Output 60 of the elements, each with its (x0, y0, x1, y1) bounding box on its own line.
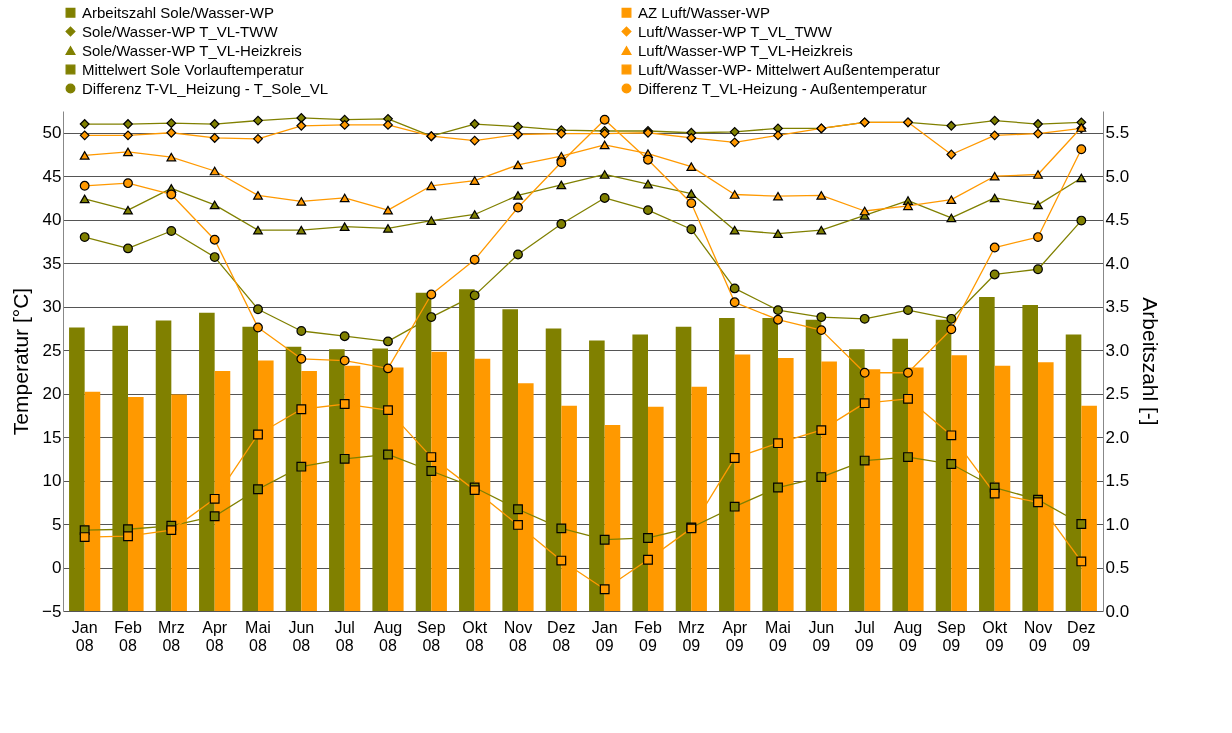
x-tick-label: Jun 08 (288, 618, 315, 654)
y-tick-label: 0 (52, 558, 62, 578)
x-tick-label: Nov 09 (1023, 618, 1053, 654)
x-tick-label: Dez 09 (1067, 618, 1096, 654)
x-tick-label: Jul 08 (334, 618, 355, 654)
x-tick-label: Okt 09 (982, 618, 1008, 654)
x-tick-label: Mai 09 (765, 618, 791, 654)
y2-axis-title: Arbeitszahl [-] (1139, 297, 1163, 426)
y2-tick-label: 4.0 (1105, 253, 1130, 273)
legend-label: Arbeitszahl Sole/Wasser-WP (82, 3, 274, 21)
y-tick-label: 35 (42, 253, 62, 273)
y2-tick-label: 3.0 (1105, 340, 1130, 360)
y2-tick-label: 5.5 (1105, 123, 1130, 143)
legend-label: AZ Luft/Wasser-WP (638, 3, 770, 21)
y-tick-label: 30 (42, 297, 62, 317)
x-tick-label: Mrz 09 (678, 618, 705, 654)
legend-label: Luft/Wasser-WP- Mittelwert Außentemperatur (638, 60, 941, 78)
legend-label: Mittelwert Sole Vorlauftemperatur (82, 60, 304, 78)
legend-label: Differenz T-VL_Heizung - T_Sole_VL (82, 79, 328, 97)
x-tick-label: Jun 09 (808, 618, 835, 654)
y2-tick-label: 2.0 (1105, 427, 1130, 447)
y2-tick-label: 0.0 (1105, 601, 1130, 621)
x-tick-label: Nov 08 (503, 618, 533, 654)
y2-tick-label: 1.5 (1105, 471, 1130, 491)
legend-label: Luft/Wasser-WP T_VL_TWW (638, 22, 833, 40)
legend-label: Sole/Wasser-WP T_VL-TWW (82, 22, 279, 40)
x-tick-label: Sep 09 (937, 618, 966, 654)
y2-tick-label: 4.5 (1105, 210, 1130, 230)
y2-tick-label: 3.5 (1105, 297, 1130, 317)
y2-tick-label: 1.0 (1105, 514, 1130, 534)
x-tick-label: Aug 08 (373, 618, 403, 654)
x-tick-label: Jul 09 (854, 618, 875, 654)
y-tick-label: 50 (42, 123, 62, 143)
x-tick-label: Aug 09 (893, 618, 923, 654)
x-tick-label: Mrz 08 (158, 618, 185, 654)
y-tick-label: 5 (52, 514, 62, 534)
x-tick-label: Apr 08 (202, 618, 228, 654)
y-tick-label: 45 (42, 166, 62, 186)
x-tick-label: Dez 08 (547, 618, 576, 654)
x-tick-label: Mai 08 (245, 618, 271, 654)
x-tick-label: Apr 09 (722, 618, 748, 654)
x-tick-label: Feb 08 (114, 618, 142, 654)
y2-tick-label: 0.5 (1105, 558, 1130, 578)
y2-tick-label: 5.0 (1105, 166, 1130, 186)
x-tick-label: Jan 08 (71, 618, 98, 654)
x-tick-label: Okt 08 (462, 618, 488, 654)
legend-label: Luft/Wasser-WP T_VL-Heizkreis (638, 41, 853, 59)
y-tick-label: 10 (42, 471, 62, 491)
y-tick-label: −5 (42, 601, 62, 621)
y-tick-label: 15 (42, 427, 62, 447)
y2-tick-label: 2.5 (1105, 384, 1130, 404)
x-tick-label: Jan 09 (591, 618, 618, 654)
x-tick-label: Sep 08 (417, 618, 446, 654)
y-tick-label: 40 (42, 210, 62, 230)
legend-label: Sole/Wasser-WP T_VL-Heizkreis (82, 41, 302, 59)
y-axis-title: Temperatur [°C] (9, 287, 33, 436)
x-tick-label: Feb 09 (634, 618, 662, 654)
y-tick-label: 20 (42, 384, 62, 404)
legend-label: Differenz T_VL-Heizung - Außentemperatur (638, 79, 927, 97)
y-tick-label: 25 (42, 340, 62, 360)
